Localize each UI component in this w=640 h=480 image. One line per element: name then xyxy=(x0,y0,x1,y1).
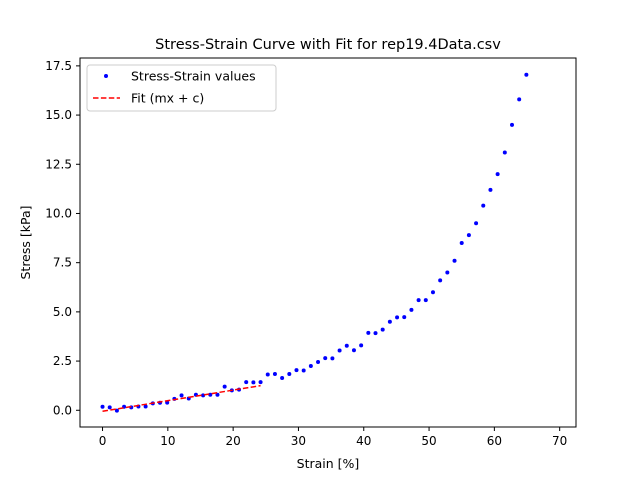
data-point xyxy=(488,187,493,192)
data-point xyxy=(287,372,292,377)
data-point xyxy=(179,393,184,398)
x-tick-label: 10 xyxy=(160,434,175,448)
data-point xyxy=(323,356,328,361)
data-point xyxy=(409,307,414,312)
y-axis: 0.0 2.5 5.0 7.5 10.0 12.5 15.0 17.5 xyxy=(45,59,80,417)
data-point xyxy=(495,172,500,177)
data-point xyxy=(395,315,400,320)
plot-area xyxy=(100,72,529,413)
data-point xyxy=(402,315,407,320)
axes-frame xyxy=(79,57,577,428)
data-point xyxy=(517,97,522,102)
data-point xyxy=(301,368,306,373)
data-point xyxy=(143,404,148,409)
data-point xyxy=(438,278,443,283)
data-point xyxy=(474,221,479,226)
y-tick-label: 10.0 xyxy=(45,206,72,220)
data-point xyxy=(416,298,421,303)
data-point xyxy=(524,72,529,77)
legend-label: Stress-Strain values xyxy=(131,69,256,84)
y-tick-label: 15.0 xyxy=(45,108,72,122)
data-point xyxy=(423,298,428,303)
x-axis-label: Strain [%] xyxy=(297,456,360,471)
x-axis: 0 10 20 30 40 50 60 70 xyxy=(99,427,567,448)
data-point xyxy=(430,290,435,295)
data-point xyxy=(272,372,277,377)
x-tick-label: 40 xyxy=(356,434,371,448)
data-point xyxy=(280,375,285,380)
data-point xyxy=(351,348,356,353)
x-tick-label: 30 xyxy=(291,434,306,448)
data-point xyxy=(510,122,514,127)
x-tick-label: 70 xyxy=(552,434,567,448)
y-tick-label: 12.5 xyxy=(45,157,72,171)
data-point xyxy=(244,380,249,385)
data-point xyxy=(359,343,364,348)
y-tick-label: 5.0 xyxy=(53,305,72,319)
data-point xyxy=(337,348,342,353)
data-point xyxy=(445,270,450,275)
legend: Stress-Strain values Fit (mx + c) xyxy=(86,64,277,112)
x-tick-label: 20 xyxy=(226,434,241,448)
data-point xyxy=(316,360,321,365)
data-point xyxy=(222,384,227,389)
data-point xyxy=(294,368,299,373)
data-point xyxy=(100,404,105,409)
data-point xyxy=(258,380,263,385)
data-point xyxy=(452,258,457,263)
data-point xyxy=(481,203,486,208)
legend-marker-points xyxy=(104,74,108,78)
data-point xyxy=(251,380,256,385)
data-point xyxy=(330,356,335,361)
y-axis-label: Stress [kPa] xyxy=(18,205,33,279)
y-tick-label: 0.0 xyxy=(53,403,72,417)
data-point xyxy=(215,392,220,397)
y-tick-label: 17.5 xyxy=(45,59,72,73)
data-point xyxy=(308,363,313,368)
data-point xyxy=(107,405,112,410)
x-tick-label: 60 xyxy=(487,434,502,448)
data-point xyxy=(380,327,385,332)
data-point xyxy=(459,240,464,245)
x-tick-label: 0 xyxy=(99,434,107,448)
data-point xyxy=(114,408,119,413)
fit-line xyxy=(102,384,261,412)
chart-title: Stress-Strain Curve with Fit for rep19.4… xyxy=(155,37,501,53)
data-point xyxy=(344,343,349,348)
x-tick-label: 50 xyxy=(421,434,436,448)
y-tick-label: 2.5 xyxy=(53,354,72,368)
y-tick-label: 7.5 xyxy=(53,256,72,270)
data-point xyxy=(265,372,270,377)
data-point xyxy=(502,150,507,155)
data-point xyxy=(366,330,371,335)
data-point xyxy=(373,331,378,336)
legend-box xyxy=(86,64,277,112)
legend-label: Fit (mx + c) xyxy=(131,91,204,106)
data-point xyxy=(387,319,392,324)
data-point xyxy=(466,233,471,238)
